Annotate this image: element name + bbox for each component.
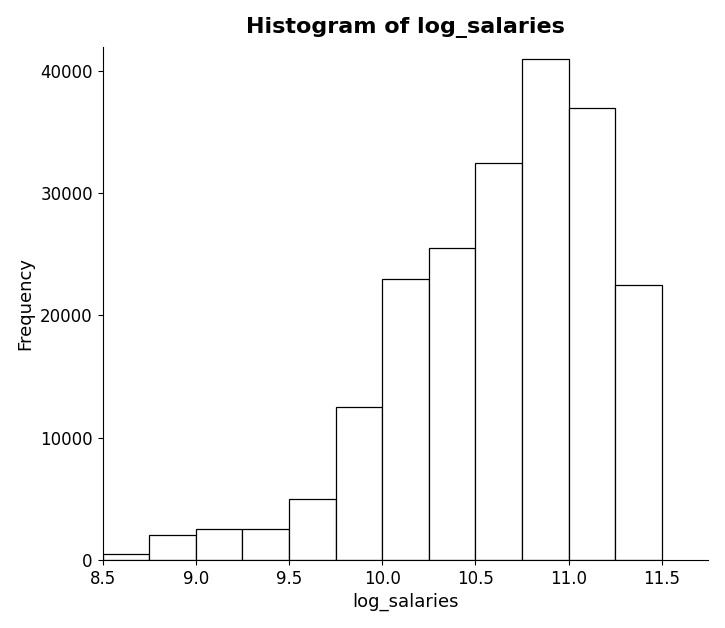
- Bar: [289, 499, 336, 560]
- Bar: [196, 529, 242, 560]
- Bar: [522, 59, 568, 560]
- Title: Histogram of log_salaries: Histogram of log_salaries: [246, 17, 565, 38]
- Bar: [382, 279, 428, 560]
- Bar: [149, 535, 196, 560]
- Bar: [242, 529, 289, 560]
- Bar: [476, 163, 522, 560]
- Bar: [568, 107, 615, 560]
- Bar: [615, 285, 662, 560]
- Bar: [336, 407, 382, 560]
- Bar: [102, 554, 149, 560]
- X-axis label: log_salaries: log_salaries: [352, 593, 459, 611]
- Y-axis label: Frequency: Frequency: [17, 257, 35, 350]
- Bar: [428, 248, 476, 560]
